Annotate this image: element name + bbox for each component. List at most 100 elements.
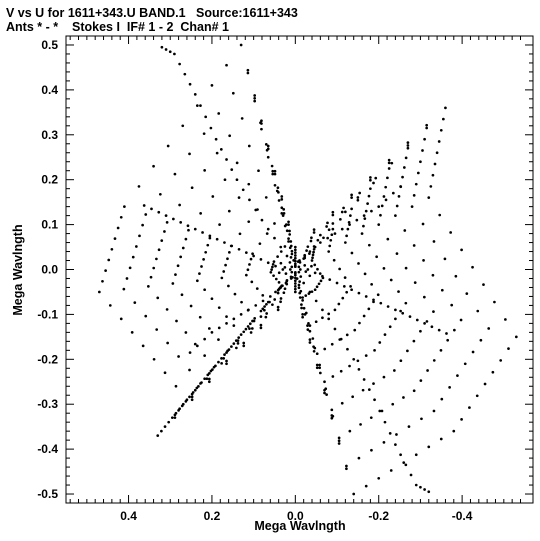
uv-point <box>308 324 312 327</box>
uv-point <box>274 277 278 281</box>
uv-point <box>273 169 277 173</box>
uv-point <box>131 255 135 259</box>
uv-point <box>301 296 304 299</box>
uv-point <box>439 128 443 132</box>
uv-point <box>277 271 281 275</box>
uv-point <box>491 370 495 374</box>
uv-point <box>386 176 389 180</box>
uv-point <box>325 393 328 396</box>
x-tick-label: 0.0 <box>287 509 304 523</box>
uv-point <box>313 245 317 249</box>
uv-point <box>264 196 268 199</box>
uv-point <box>274 264 277 268</box>
uv-point <box>305 249 308 252</box>
uv-point <box>288 268 292 271</box>
uv-point <box>389 469 393 472</box>
uv-point <box>119 215 123 219</box>
uv-point <box>266 261 270 265</box>
uv-point <box>254 304 258 307</box>
uv-point <box>222 270 226 273</box>
uv-point <box>362 224 365 228</box>
x-tick-label: -0.4 <box>452 509 473 523</box>
uv-point <box>293 259 297 263</box>
uv-point <box>207 327 211 330</box>
uv-point <box>386 237 390 241</box>
uv-point <box>339 217 342 221</box>
uv-point <box>327 228 331 232</box>
uv-point <box>349 214 352 217</box>
uv-point <box>164 48 168 51</box>
uv-point <box>252 254 255 258</box>
uv-point <box>367 307 371 311</box>
uv-point <box>402 166 406 169</box>
uv-point <box>459 318 463 322</box>
uv-point <box>208 234 212 238</box>
uv-point <box>323 391 326 395</box>
uv-point <box>231 91 235 95</box>
uv-point <box>386 305 390 308</box>
uv-point <box>366 202 369 205</box>
uv-point <box>317 282 321 286</box>
uv-point <box>223 178 227 182</box>
uv-point <box>399 309 402 313</box>
uv-point <box>272 260 276 263</box>
uv-point <box>350 251 354 255</box>
uv-point <box>414 483 418 487</box>
uv-point <box>349 284 352 288</box>
uv-point <box>279 286 283 289</box>
y-tick-label: 0.1 <box>41 218 58 232</box>
uv-point <box>362 378 366 381</box>
uv-point <box>185 398 189 402</box>
uv-point <box>445 332 448 335</box>
uv-point <box>108 304 112 307</box>
uv-point <box>432 409 436 413</box>
uv-point <box>471 350 475 354</box>
uv-point <box>357 368 361 371</box>
uv-point <box>330 233 334 237</box>
uv-point <box>144 314 148 318</box>
uv-point <box>283 287 287 291</box>
uv-point <box>187 228 190 232</box>
uv-point <box>240 300 243 304</box>
uv-point <box>273 172 277 176</box>
uv-point <box>308 274 312 278</box>
uv-point <box>195 344 199 348</box>
uv-point <box>362 214 366 217</box>
uv-point <box>443 257 447 261</box>
uv-point <box>203 288 206 292</box>
uv-point <box>372 300 375 304</box>
uv-point <box>309 239 313 243</box>
uv-point <box>195 386 199 390</box>
uv-point <box>330 416 334 420</box>
uv-point <box>330 414 334 417</box>
uv-point <box>149 275 153 279</box>
uv-point <box>260 127 263 131</box>
uv-point <box>253 94 257 97</box>
uv-point <box>330 408 334 412</box>
uv-point <box>382 267 386 270</box>
uv-point <box>290 270 294 274</box>
uv-point <box>412 339 416 343</box>
uv-point <box>440 288 444 292</box>
uv-point <box>116 226 120 230</box>
uv-point <box>236 339 240 342</box>
uv-point <box>137 185 141 188</box>
uv-point <box>395 252 399 255</box>
uv-point <box>308 250 312 253</box>
uv-point <box>230 244 234 248</box>
uv-point <box>456 374 459 377</box>
uv-point <box>409 473 413 477</box>
uv-point <box>296 260 300 263</box>
plot-title-line-1: V vs U for 1611+343.U BAND.1 Source:1611… <box>6 6 298 20</box>
uv-point <box>346 227 350 231</box>
uv-point <box>206 373 210 377</box>
uv-point <box>427 490 431 494</box>
uv-point <box>244 327 248 331</box>
uv-point <box>440 397 444 401</box>
uv-point <box>288 261 292 264</box>
uv-point <box>238 232 242 236</box>
uv-point <box>293 245 297 249</box>
uv-point <box>287 240 290 243</box>
uv-point <box>404 463 408 467</box>
